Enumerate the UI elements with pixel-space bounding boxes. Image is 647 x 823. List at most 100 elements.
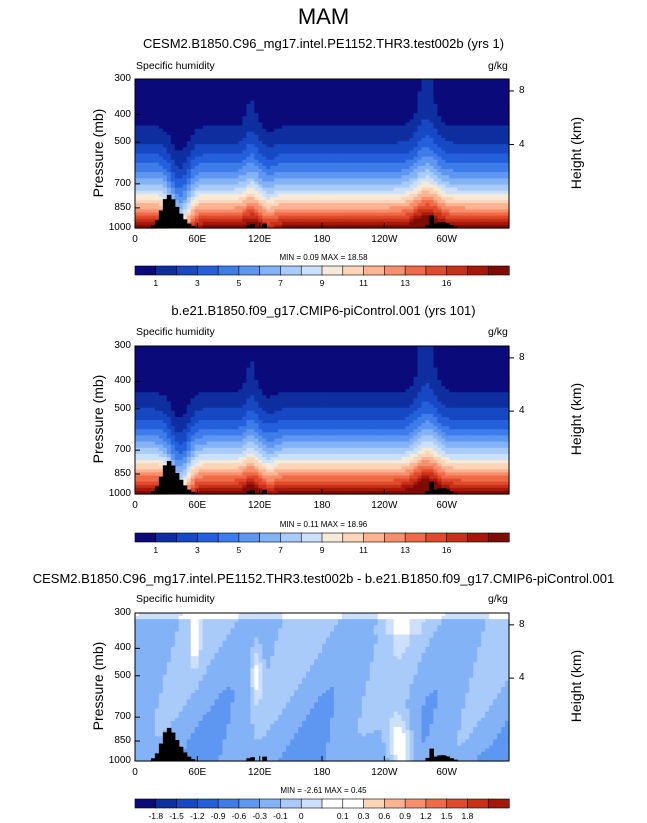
contour-cell [266, 203, 271, 207]
contour-cell [389, 224, 395, 229]
contour-cell [405, 215, 411, 220]
contour-cell [222, 193, 228, 198]
contour-cell [238, 358, 244, 363]
contour-cell [377, 119, 383, 124]
contour-cell [238, 141, 244, 145]
contour-cell [254, 215, 259, 220]
contour-cell [135, 141, 140, 145]
contour-cell [377, 181, 383, 186]
contour-cell [329, 141, 335, 145]
contour-cell [290, 113, 295, 117]
contour-cell [282, 144, 287, 148]
contour-cell [150, 85, 156, 89]
contour-cell [485, 215, 490, 220]
contour-cell [314, 82, 319, 86]
contour-cell [413, 85, 419, 89]
contour-cell [290, 91, 295, 96]
contour-cell [441, 190, 446, 195]
contour-cell [465, 209, 470, 214]
contour-cell [341, 125, 347, 130]
contour-cell [150, 349, 156, 353]
contour-cell [501, 131, 506, 136]
contour-cell [194, 141, 200, 145]
contour-cell [250, 212, 255, 217]
contour-cell [218, 358, 224, 363]
contour-cell [314, 178, 319, 183]
contour-cell [413, 137, 419, 142]
contour-cell [465, 184, 470, 189]
contour-cell [377, 187, 383, 192]
contour-cell [357, 150, 363, 155]
contour-cell [393, 206, 399, 210]
contour-cell [389, 94, 395, 99]
contour-cell [329, 159, 335, 164]
contour-cell [314, 88, 319, 93]
contour-cell [306, 355, 311, 359]
contour-cell [489, 144, 494, 148]
contour-cell [258, 144, 263, 148]
contour-cell [389, 159, 395, 164]
contour-cell [441, 88, 446, 93]
contour-cell [270, 190, 275, 195]
contour-cell [298, 346, 303, 350]
contour-cell [146, 221, 152, 226]
contour-cell [314, 212, 319, 217]
contour-cell [377, 212, 383, 217]
contour-cell [298, 131, 303, 136]
contour-cell [369, 193, 375, 198]
contour-cell [489, 125, 494, 130]
contour-cell [135, 91, 140, 96]
contour-cell [385, 137, 391, 142]
contour-cell [290, 94, 295, 99]
contour-cell [405, 224, 411, 229]
contour-cell [286, 125, 291, 130]
contour-cell [274, 193, 279, 198]
contour-cell [397, 97, 403, 102]
contour-cell [226, 355, 232, 359]
contour-cell [445, 203, 450, 207]
contour-cell [477, 153, 482, 158]
colorbar-swatch [342, 265, 365, 276]
contour-cell [142, 172, 148, 176]
contour-cell [198, 355, 204, 359]
contour-cell [290, 82, 295, 86]
contour-cell [337, 172, 343, 176]
contour-cell [453, 221, 458, 226]
contour-cell [473, 352, 478, 356]
contour-cell [282, 172, 287, 176]
contour-cell [135, 159, 140, 164]
contour-cell [405, 187, 411, 192]
contour-cell [437, 181, 442, 186]
contour-cell [445, 206, 450, 210]
contour-cell [306, 103, 311, 108]
contour-cell [345, 144, 351, 148]
contour-cell [461, 355, 466, 359]
contour-cell [369, 203, 375, 207]
contour-cell [254, 131, 259, 136]
contour-cell [337, 178, 343, 183]
contour-cell [270, 131, 275, 136]
contour-cell [162, 128, 168, 133]
contour-cell [298, 119, 303, 124]
contour-cell [170, 91, 176, 96]
contour-cell [337, 156, 343, 161]
contour-cell [290, 85, 295, 89]
contour-cell [377, 190, 383, 195]
contour-cell [497, 147, 502, 151]
contour-cell [250, 169, 255, 173]
contour-cell [385, 147, 391, 151]
contour-cell [218, 137, 224, 142]
contour-cell [250, 184, 255, 189]
contour-cell [258, 94, 263, 99]
contour-cell [477, 116, 482, 120]
contour-cell [238, 79, 244, 83]
contour-cell [170, 162, 176, 167]
contour-cell [202, 184, 208, 189]
contour-cell [477, 162, 482, 167]
contour-cell [365, 175, 371, 179]
contour-cell [154, 79, 160, 83]
contour-cell [178, 190, 184, 195]
contour-cell [477, 103, 482, 108]
contour-cell [341, 100, 347, 105]
contour-cell [258, 209, 263, 214]
